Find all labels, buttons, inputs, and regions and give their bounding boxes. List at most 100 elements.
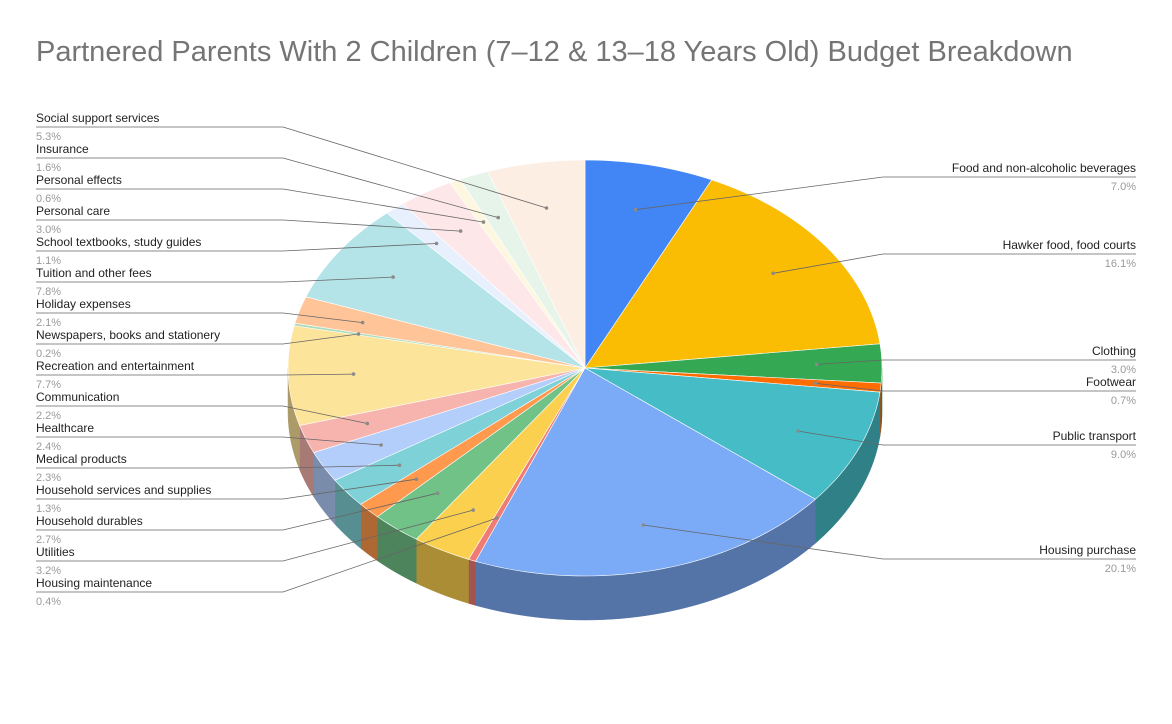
leader-line-15 — [36, 312, 363, 323]
slice-label-7: Utilities — [36, 545, 75, 559]
leader-line-18 — [36, 219, 461, 232]
pie-slice-10[interactable] — [334, 367, 586, 505]
slice-label-15: Holiday expenses — [36, 297, 131, 311]
leader-line-0 — [635, 176, 1136, 211]
slice-value-14: 0.2% — [36, 348, 61, 360]
leader-dot-1 — [771, 271, 775, 276]
leader-dot-17 — [434, 241, 439, 246]
leader-line-16 — [36, 276, 394, 283]
leader-dot-19 — [481, 220, 486, 224]
leader-dot-20 — [496, 215, 501, 220]
leader-dot-2 — [814, 362, 819, 367]
pie-slice-18[interactable] — [402, 182, 586, 369]
leader-dot-15 — [360, 320, 365, 325]
leader-dot-14 — [356, 332, 361, 336]
leader-dot-10 — [397, 463, 402, 468]
pie-slice-7[interactable] — [415, 367, 586, 560]
slice-label-11: Healthcare — [36, 421, 94, 435]
leader-line-5 — [643, 524, 1136, 560]
slice-label-6: Housing maintenance — [36, 576, 152, 590]
slice-value-9: 1.3% — [36, 503, 61, 515]
slice-label-5: Housing purchase — [1039, 543, 1136, 557]
chart-title: Partnered Parents With 2 Children (7–12 … — [36, 36, 1073, 68]
pie-slice-15[interactable] — [294, 296, 586, 369]
leader-dot-0 — [633, 207, 638, 212]
leader-line-4 — [798, 430, 1136, 446]
slice-value-1: 16.1% — [1105, 258, 1136, 270]
slice-value-19: 0.6% — [36, 193, 61, 205]
slice-label-1: Hawker food, food courts — [1003, 238, 1136, 252]
leader-line-11 — [36, 436, 382, 446]
slice-label-21: Social support services — [36, 111, 159, 125]
leader-line-19 — [36, 188, 484, 223]
slice-value-5: 20.1% — [1105, 563, 1136, 575]
slice-label-19: Personal effects — [36, 173, 122, 187]
leader-dot-12 — [365, 421, 370, 426]
slice-label-9: Household services and supplies — [36, 483, 211, 497]
slice-label-4: Public transport — [1053, 429, 1137, 443]
slice-value-0: 7.0% — [1111, 181, 1136, 193]
slice-label-12: Communication — [36, 390, 119, 404]
leader-dot-6 — [495, 516, 499, 520]
slice-value-6: 0.4% — [36, 596, 61, 608]
leader-line-13 — [36, 373, 354, 376]
slice-label-14: Newspapers, books and stationery — [36, 328, 220, 342]
pie-slice-21[interactable] — [487, 159, 586, 369]
leader-dot-13 — [351, 372, 356, 376]
pie-slice-8[interactable] — [376, 367, 586, 540]
leader-line-7 — [36, 509, 474, 562]
slice-value-21: 5.3% — [36, 131, 61, 143]
slice-value-13: 7.7% — [36, 379, 61, 391]
pie-slice-2[interactable] — [584, 343, 883, 384]
leader-dot-21 — [544, 206, 549, 210]
leader-dot-4 — [796, 429, 801, 433]
leader-dot-7 — [471, 508, 476, 512]
pie-slice-0[interactable] — [584, 159, 713, 369]
slice-label-17: School textbooks, study guides — [36, 235, 201, 249]
leader-dot-16 — [391, 275, 395, 279]
slice-label-10: Medical products — [36, 452, 127, 466]
leader-dot-9 — [414, 477, 419, 482]
pie-slice-16[interactable] — [305, 212, 586, 369]
pie-slice-13[interactable] — [287, 325, 586, 426]
slice-value-2: 3.0% — [1111, 364, 1136, 376]
slice-label-18: Personal care — [36, 204, 110, 218]
slice-label-3: Footwear — [1086, 375, 1136, 389]
pie-slice-5[interactable] — [475, 367, 816, 577]
leader-dot-18 — [458, 229, 463, 233]
leader-line-10 — [36, 464, 400, 469]
leader-line-14 — [36, 333, 359, 345]
slice-value-3: 0.7% — [1111, 395, 1136, 407]
slice-value-11: 2.4% — [36, 441, 61, 453]
slice-value-4: 9.0% — [1111, 449, 1136, 461]
leader-dot-5 — [641, 523, 646, 527]
leader-line-2 — [816, 359, 1136, 365]
slice-value-17: 1.1% — [36, 255, 61, 267]
leader-dot-3 — [813, 381, 818, 386]
leader-dot-8 — [435, 491, 440, 496]
leader-line-6 — [36, 517, 498, 593]
slice-label-16: Tuition and other fees — [36, 266, 152, 280]
slice-label-8: Household durables — [36, 514, 143, 528]
slice-value-18: 3.0% — [36, 224, 61, 236]
leader-line-21 — [36, 126, 547, 209]
leader-dot-11 — [379, 443, 383, 447]
slice-label-20: Insurance — [36, 142, 89, 156]
slice-value-16: 7.8% — [36, 286, 61, 298]
slice-value-12: 2.2% — [36, 410, 61, 422]
slice-label-0: Food and non-alcoholic beverages — [952, 161, 1136, 175]
slice-value-15: 2.1% — [36, 317, 61, 329]
leader-line-20 — [36, 157, 499, 218]
leader-line-12 — [36, 405, 368, 424]
pie-slice-4[interactable] — [584, 367, 881, 500]
slice-value-10: 2.3% — [36, 472, 61, 484]
slice-value-8: 2.7% — [36, 534, 61, 546]
slice-value-20: 1.6% — [36, 162, 61, 174]
leader-line-8 — [36, 492, 438, 531]
slice-label-2: Clothing — [1092, 344, 1136, 358]
leader-line-1 — [773, 253, 1136, 274]
pie-slice-1[interactable] — [584, 179, 881, 369]
leader-line-17 — [36, 243, 437, 252]
leader-line-9 — [36, 478, 417, 500]
